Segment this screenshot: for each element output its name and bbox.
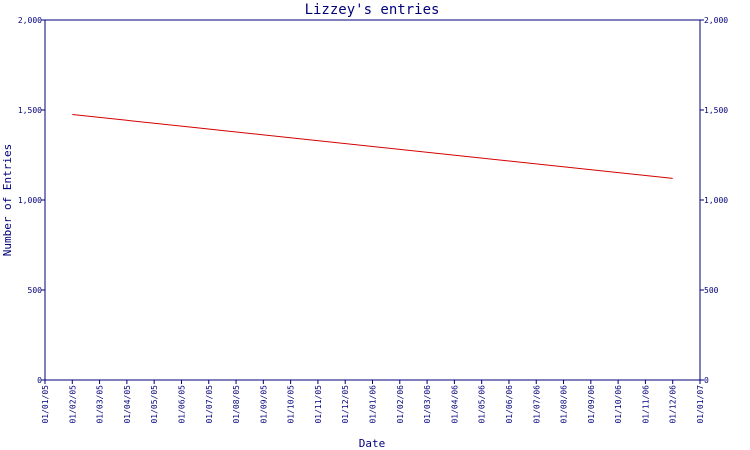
x-tick-label: 01/05/06 (478, 385, 487, 424)
x-tick-label: 01/12/06 (669, 385, 678, 424)
x-tick-label: 01/02/05 (68, 385, 77, 424)
x-tick-label: 01/08/05 (232, 385, 241, 424)
x-tick-label: 01/01/05 (41, 385, 50, 424)
x-tick-label: 01/04/05 (123, 385, 132, 424)
x-tick-label: 01/01/06 (369, 385, 378, 424)
x-tick-label: 01/10/06 (614, 385, 623, 424)
x-tick-label: 01/04/06 (450, 385, 459, 424)
axes (44, 19, 701, 381)
x-tick-label: 01/03/06 (423, 385, 432, 424)
x-tick-label: 01/03/05 (96, 385, 105, 424)
x-tick-label: 01/01/07 (696, 385, 705, 424)
x-tick-label: 01/06/05 (177, 385, 186, 424)
y-tick-label-left: 500 (28, 286, 43, 295)
x-ticks: 01/01/05 01/02/05 01/03/05 01/04/05 01/05/05… (41, 380, 705, 424)
series-line (72, 114, 673, 179)
x-tick-label: 01/12/05 (341, 385, 350, 424)
y-tick-label-left: 1,000 (18, 196, 42, 205)
x-tick-label: 01/11/06 (641, 385, 650, 424)
x-tick-label: 01/07/05 (205, 385, 214, 424)
y-tick-label-left: 1,500 (18, 106, 42, 115)
y-axis-label: Number of Entries (1, 144, 14, 257)
y-tick-label-right: 1,000 (704, 196, 728, 205)
x-tick-label: 01/09/06 (587, 385, 596, 424)
x-tick-label: 01/09/05 (259, 385, 268, 424)
y-tick-label-right: 0 (704, 376, 709, 385)
x-tick-label: 01/06/06 (505, 385, 514, 424)
x-axis-label: Date (359, 437, 386, 450)
y-ticks-right: 0 500 1,000 1,500 2,000 (700, 16, 728, 385)
y-tick-label-left: 2,000 (18, 16, 42, 25)
x-tick-label: 01/10/05 (287, 385, 296, 424)
x-tick-label: 01/07/06 (532, 385, 541, 424)
y-tick-label-right: 500 (704, 286, 719, 295)
x-tick-label: 01/02/06 (396, 385, 405, 424)
y-tick-label-right: 2,000 (704, 16, 728, 25)
y-tick-label-left: 0 (37, 376, 42, 385)
y-ticks-left: 0 500 1,000 1,500 2,000 (18, 16, 45, 385)
series-group (72, 114, 673, 179)
chart-title: Lizzey's entries (305, 2, 440, 18)
y-tick-label-right: 1,500 (704, 106, 728, 115)
x-tick-label: 01/11/05 (314, 385, 323, 424)
x-tick-label: 01/05/05 (150, 385, 159, 424)
x-tick-label: 01/08/06 (560, 385, 569, 424)
